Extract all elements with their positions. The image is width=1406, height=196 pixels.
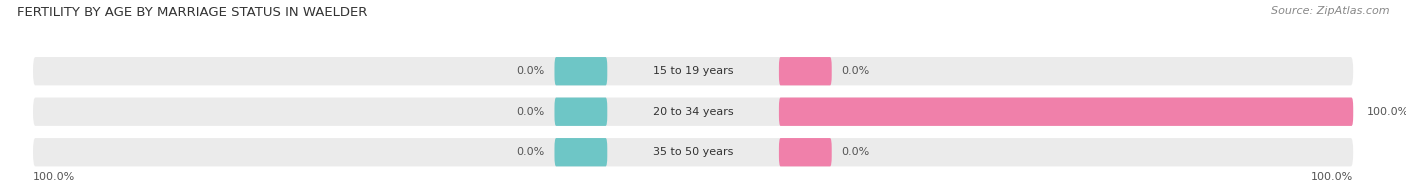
Text: FERTILITY BY AGE BY MARRIAGE STATUS IN WAELDER: FERTILITY BY AGE BY MARRIAGE STATUS IN W… (17, 6, 367, 19)
Text: 0.0%: 0.0% (516, 147, 544, 157)
Text: 100.0%: 100.0% (32, 172, 76, 182)
Text: 0.0%: 0.0% (842, 66, 870, 76)
FancyBboxPatch shape (779, 138, 832, 166)
FancyBboxPatch shape (554, 57, 607, 85)
FancyBboxPatch shape (554, 98, 607, 126)
Text: 20 to 34 years: 20 to 34 years (652, 107, 734, 117)
Text: 15 to 19 years: 15 to 19 years (652, 66, 734, 76)
FancyBboxPatch shape (554, 138, 607, 166)
Text: 0.0%: 0.0% (516, 66, 544, 76)
Text: Source: ZipAtlas.com: Source: ZipAtlas.com (1271, 6, 1389, 16)
FancyBboxPatch shape (779, 57, 832, 85)
Text: 100.0%: 100.0% (1367, 107, 1406, 117)
FancyBboxPatch shape (32, 138, 1353, 166)
Text: 0.0%: 0.0% (842, 147, 870, 157)
Text: 0.0%: 0.0% (516, 107, 544, 117)
Text: 100.0%: 100.0% (1310, 172, 1353, 182)
FancyBboxPatch shape (779, 98, 1353, 126)
FancyBboxPatch shape (32, 57, 1353, 85)
Text: 35 to 50 years: 35 to 50 years (652, 147, 734, 157)
FancyBboxPatch shape (32, 98, 1353, 126)
